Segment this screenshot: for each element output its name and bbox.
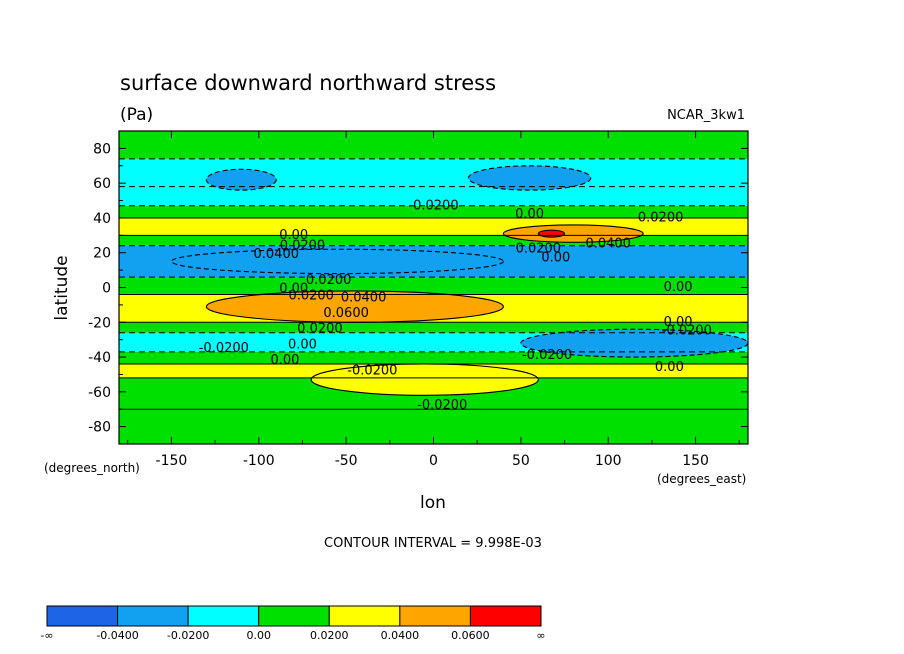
contour-label-7: 0.0400 [585,237,631,252]
colorbar-label-0: -∞ [40,629,53,642]
colorbar-swatch-4 [328,605,401,627]
y-axis: 80 60 40 20 0 -20 -40 -60 -80 [88,130,748,445]
x-units-label: (degrees_east) [657,472,746,486]
y-tick-label: 60 [93,176,111,192]
contour-label-11: 0.0200 [288,289,334,304]
contour-label-21: 0.00 [271,353,300,368]
contour-label-8: 0.00 [541,250,570,265]
colorbar-label-5: 0.0400 [381,629,420,642]
contour-label-13: 0.0600 [323,306,369,321]
lat-band-11 [119,205,748,218]
contour-label-0: 0.00 [279,228,308,243]
units-label: (Pa) [120,105,153,125]
colorbar: -∞ -0.0400 -0.0200 0.00 0.0200 0.0400 0.0600 ∞ [40,605,546,642]
lat-band-7 [119,277,748,295]
colorbar-swatch-6 [469,605,542,627]
x-tick-label: -100 [243,453,275,469]
contour-label-20: -0.0200 [522,348,572,363]
colorbar-label-4: 0.0200 [310,629,349,642]
contour-label-9: 0.0200 [306,273,352,288]
feature-sh-subtropical-yellow [310,363,539,396]
colorbar-label-6: 0.0600 [451,629,490,642]
contour-label-15: 0.0200 [297,322,343,337]
feature-nh-eurasia-min [467,165,592,191]
colorbar-label-1: -0.0400 [96,629,138,642]
feature-nh-asia-orange [502,224,644,243]
y-units-label: (degrees_north) [44,461,140,475]
contour-label-14: 0.00 [664,280,693,295]
contour-label-18: -0.0200 [662,323,712,338]
x-tick-label: 0 [429,453,438,469]
x-axis: -150 -100 -50 0 50 100 150 [127,131,740,469]
contour-fill [119,131,748,444]
x-tick-label: -150 [156,453,188,469]
chart-title: surface downward northward stress [120,71,496,95]
feature-nh-subtropical-min [170,248,504,275]
contour-label-22: -0.0200 [347,363,397,378]
model-label: NCAR_3kw1 [667,108,745,123]
x-axis-label: lon [420,493,446,513]
lat-band-9 [119,235,748,246]
contour-label-6: 0.0200 [516,242,562,257]
colorbar-label-2: -0.0200 [167,629,209,642]
contour-label-12: 0.0400 [341,290,387,305]
feature-nh-pacific-min [205,168,277,191]
lat-band-5 [119,322,748,333]
x-tick-label: 150 [682,453,709,469]
colorbar-swatch-3 [258,605,330,627]
y-tick-label: -60 [88,385,111,401]
colorbar-swatch-5 [399,605,471,627]
x-tick-label: 50 [512,453,530,469]
y-tick-label: 20 [93,246,111,262]
y-tick-label: -20 [88,315,111,331]
y-tick-label: 40 [93,211,111,227]
contour-label-4: 0.00 [515,207,544,222]
contour-label-2: 0.0400 [254,247,300,262]
contour-interval: CONTOUR INTERVAL = 9.998E-03 [324,536,542,551]
lat-band-12 [119,186,748,206]
contour-label-17: -0.0200 [199,341,249,356]
x-tick-label: -50 [335,453,358,469]
contour-label-1: 0.0200 [280,238,326,253]
contour-label-19: 0.00 [664,315,693,330]
colorbar-label-3: 0.00 [246,629,271,642]
y-tick-label: 80 [93,141,111,157]
feature-nh-asia-max [537,229,566,238]
colorbar-swatch-0 [46,605,119,627]
x-tick-label: 100 [595,453,622,469]
contour-label-10: 0.00 [279,282,308,297]
colorbar-swatch-1 [117,605,189,627]
contour-label-24: -0.0200 [417,398,467,413]
y-axis-label: latitude [52,255,72,320]
colorbar-swatch-2 [187,605,260,627]
y-tick-label: -80 [88,420,111,436]
contour-label-3: -0.0200 [408,198,458,213]
contour-label-5: 0.0200 [638,210,684,225]
colorbar-label-7: ∞ [536,629,545,642]
y-tick-label: -40 [88,350,111,366]
contour-label-23: 0.00 [655,360,684,375]
contour-label-16: 0.00 [288,337,317,352]
y-tick-label: 0 [102,281,111,297]
